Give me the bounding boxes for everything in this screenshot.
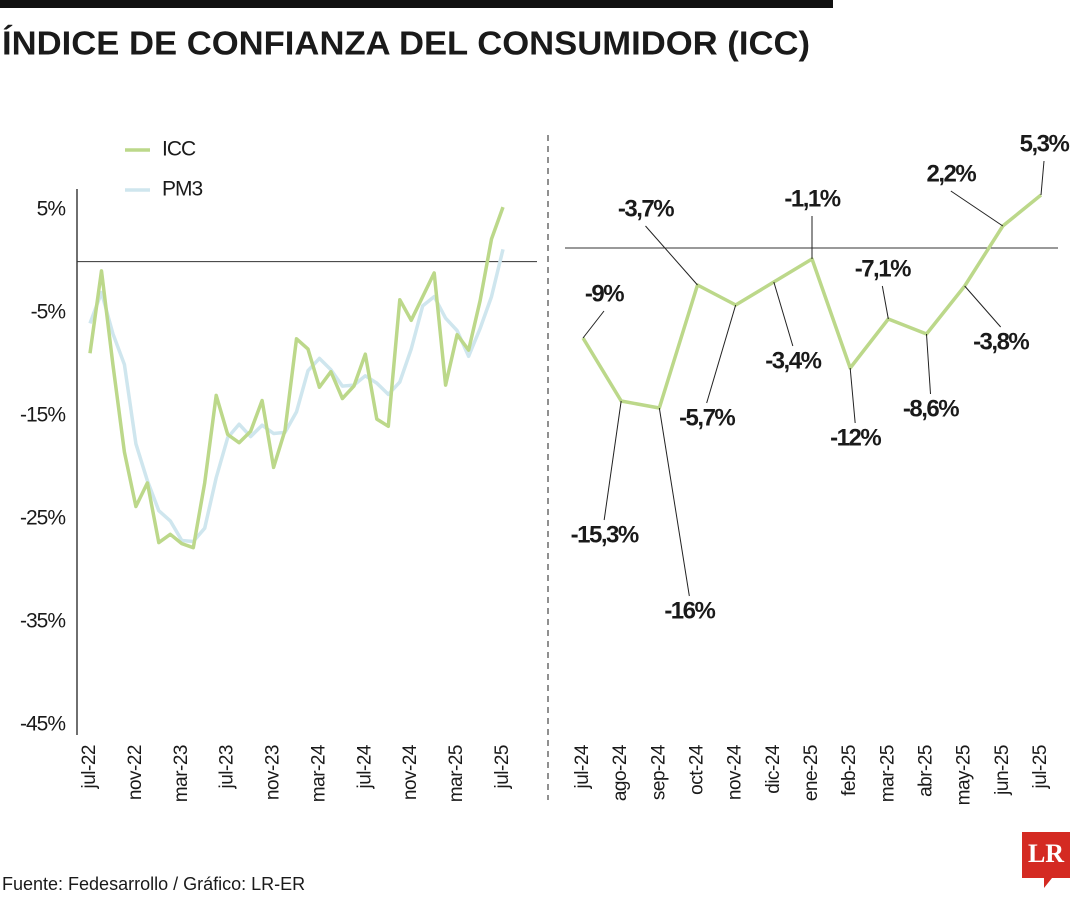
x-tick-label: sep-24 xyxy=(648,744,669,800)
value-label: -3,8% xyxy=(973,328,1029,355)
leader-line xyxy=(645,225,698,286)
y-tick-label: -5% xyxy=(31,301,66,324)
value-label: -7,1% xyxy=(855,255,911,282)
leader-line xyxy=(926,333,931,395)
value-label: -9% xyxy=(585,280,624,307)
y-tick-label: -35% xyxy=(20,609,65,632)
x-tick-label: jul-25 xyxy=(1030,745,1051,789)
logo-box xyxy=(1022,832,1070,888)
source: Fuente: Fedesarrollo / Gráfico: LR-ER xyxy=(2,874,305,894)
x-tick-label: mar-23 xyxy=(171,745,192,802)
value-label: -1,1% xyxy=(784,185,840,212)
y-tick-label: 5% xyxy=(37,198,66,221)
title: ÍNDICE DE CONFIANZA DEL CONSUMIDOR (ICC) xyxy=(2,25,810,62)
value-label: -12% xyxy=(830,424,881,451)
line-series xyxy=(88,206,505,550)
x-tick-label: may-25 xyxy=(954,745,975,805)
x-tick-label: ene-25 xyxy=(801,745,822,801)
x-tick-label: nov-24 xyxy=(725,744,746,800)
x-tick-label: jul-23 xyxy=(217,745,238,789)
top-bar xyxy=(0,0,833,8)
x-tick-label: jul-22 xyxy=(79,745,100,789)
value-label: 5,3% xyxy=(1020,130,1070,157)
x-tick-label: oct-24 xyxy=(687,744,708,795)
leader-line xyxy=(881,285,889,320)
legend-label: ICC xyxy=(162,138,196,161)
x-tick-label: nov-24 xyxy=(400,744,421,800)
logo: LR xyxy=(1028,839,1064,868)
y-tick-label: -45% xyxy=(20,712,65,735)
value-label: -3,4% xyxy=(765,347,821,374)
x-tick-label: nov-22 xyxy=(125,745,146,800)
x-tick-label: jul-24 xyxy=(354,744,375,789)
x-tick-label: jul-24 xyxy=(572,744,593,789)
x-tick-label: jun-25 xyxy=(992,745,1013,796)
leader-line xyxy=(706,304,737,404)
leader-line xyxy=(582,310,605,339)
x-tick-label: mar-24 xyxy=(308,744,329,802)
leader-line xyxy=(603,400,622,521)
x-tick-label: nov-23 xyxy=(263,745,284,800)
y-tick-label: -15% xyxy=(20,404,65,427)
line-series xyxy=(88,248,505,544)
y-tick-label: -25% xyxy=(20,506,65,529)
value-label: -5,7% xyxy=(679,404,735,431)
x-tick-label: dic-24 xyxy=(763,744,784,794)
x-tick-label: mar-25 xyxy=(877,745,898,802)
leader-line xyxy=(1040,160,1045,196)
x-tick-label: feb-25 xyxy=(839,745,860,796)
value-label: -8,6% xyxy=(903,395,959,422)
x-tick-label: jul-25 xyxy=(492,745,513,789)
leader-line xyxy=(964,285,1002,328)
value-label: -15,3% xyxy=(571,521,639,548)
x-tick-label: mar-25 xyxy=(446,745,467,802)
leader-line xyxy=(773,281,794,347)
leader-line xyxy=(950,190,1004,227)
value-label: -3,7% xyxy=(618,195,674,222)
value-label: -16% xyxy=(664,597,715,624)
value-label: 2,2% xyxy=(926,160,976,187)
x-tick-label: abr-25 xyxy=(916,745,937,797)
leader-line xyxy=(658,407,690,597)
x-tick-label: ago-24 xyxy=(610,744,631,801)
legend-label: PM3 xyxy=(162,178,203,201)
leader-line xyxy=(849,367,856,424)
